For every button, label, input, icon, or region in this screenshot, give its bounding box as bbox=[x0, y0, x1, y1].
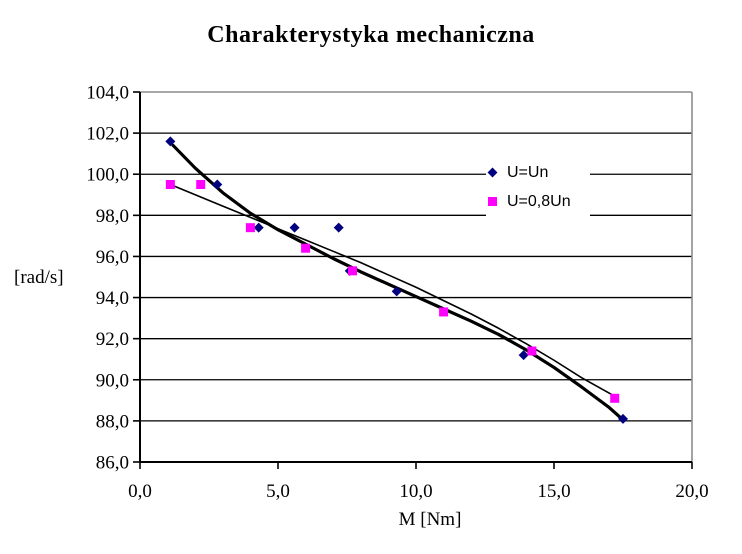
chart-title: Charakterystyka mechaniczna bbox=[207, 22, 535, 48]
legend-label: U=Un bbox=[507, 163, 549, 181]
data-point-square-u-08un bbox=[196, 180, 206, 189]
data-point-diamond-u-un bbox=[253, 222, 264, 233]
data-point-diamond-u-un bbox=[618, 413, 628, 424]
data-point-diamond-u-un bbox=[289, 222, 300, 233]
y-tick-label: 86,0 bbox=[96, 453, 129, 474]
x-tick-label: 5,0 bbox=[266, 481, 290, 502]
y-tick-label: 100,0 bbox=[86, 165, 129, 186]
data-point-square-u-08un bbox=[439, 307, 449, 317]
y-tick-label: 104,0 bbox=[86, 83, 129, 104]
legend-label: U=0,8Un bbox=[507, 192, 571, 210]
data-point-square-u-08un bbox=[301, 243, 311, 253]
data-point-diamond-u-un bbox=[518, 350, 529, 361]
legend-entry-u-08un: U=0,8Un bbox=[486, 189, 590, 214]
y-tick-label: 102,0 bbox=[86, 124, 129, 145]
y-tick-label: 94,0 bbox=[96, 288, 129, 309]
x-tick-label: 20,0 bbox=[675, 481, 708, 502]
x-tick-label: 15,0 bbox=[537, 481, 570, 502]
data-point-square-u-08un bbox=[348, 266, 358, 276]
y-tick-label: 96,0 bbox=[96, 247, 129, 268]
y-tick-label: 90,0 bbox=[96, 370, 129, 391]
x-tick-label: 10,0 bbox=[399, 481, 432, 502]
y-tick-label: 98,0 bbox=[96, 206, 129, 227]
x-tick-label: 0,0 bbox=[128, 481, 152, 502]
data-point-square-u-08un bbox=[245, 223, 255, 233]
square-marker-icon bbox=[486, 196, 498, 208]
data-point-square-u-08un bbox=[527, 346, 537, 356]
data-point-square-u-08un bbox=[610, 393, 620, 403]
y-tick-label: 88,0 bbox=[96, 411, 129, 432]
x-axis-title: M [Nm] bbox=[398, 509, 462, 530]
diamond-marker-icon bbox=[486, 167, 498, 179]
y-axis-title: [rad/s] bbox=[14, 267, 64, 288]
trendline-u-un bbox=[171, 143, 625, 422]
data-point-square-u-08un bbox=[165, 180, 175, 189]
data-point-diamond-u-un bbox=[333, 222, 344, 233]
y-tick-label: 92,0 bbox=[96, 329, 129, 350]
data-point-diamond-u-un bbox=[391, 286, 402, 297]
data-point-diamond-u-un bbox=[212, 179, 223, 190]
legend-entry-u-un: U=Un bbox=[486, 160, 590, 185]
legend: U=Un U=0,8Un bbox=[486, 158, 590, 216]
data-point-diamond-u-un bbox=[165, 136, 176, 147]
